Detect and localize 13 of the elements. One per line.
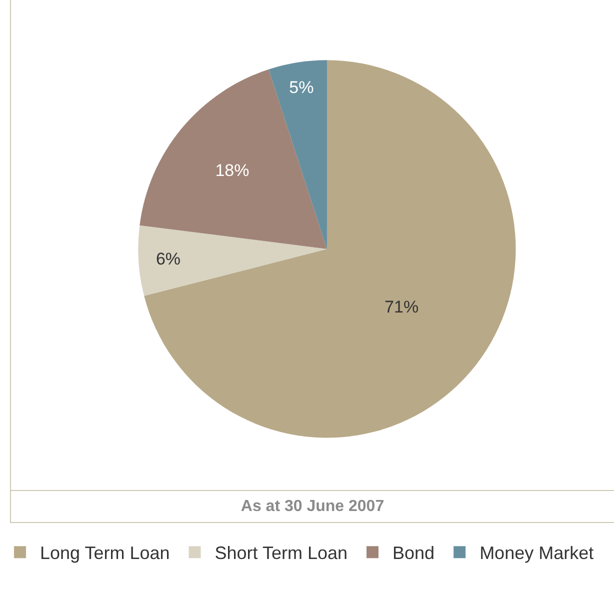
legend-label: Short Term Loan <box>214 543 348 564</box>
data-label: 5% <box>289 78 314 98</box>
legend-label: Long Term Loan <box>40 543 170 564</box>
pie-slice <box>268 60 327 249</box>
pie-slice <box>144 60 516 438</box>
legend-label: Bond <box>392 543 435 564</box>
text: As at 30 June 2007 <box>10 490 614 523</box>
pie-slice <box>138 225 327 296</box>
data-label: 6% <box>156 249 181 268</box>
pie-slice <box>140 69 327 249</box>
legend-label: Money Market <box>480 543 594 564</box>
data-label: 71% <box>384 297 419 316</box>
data-label: 18% <box>215 161 250 180</box>
